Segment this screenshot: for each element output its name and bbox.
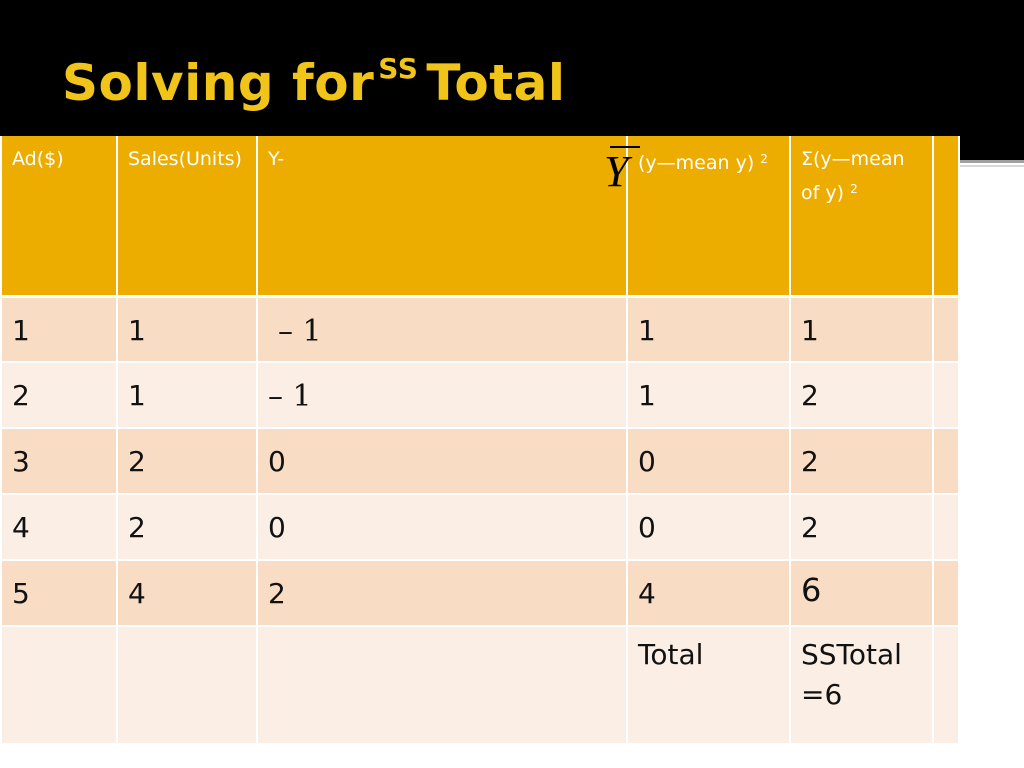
table-row: 1 1 – 1 1 1 [0, 296, 960, 363]
table-row: 5 4 2 4 6 [0, 560, 960, 627]
cell-sales: 1 [116, 296, 258, 363]
cell-empty [116, 626, 258, 745]
cell-ad: 1 [0, 296, 118, 363]
table-row: 4 2 0 0 2 [0, 494, 960, 561]
cell-empty [932, 362, 960, 429]
cell-ad: 3 [0, 428, 118, 495]
slide-title-superscript: SS [378, 52, 419, 85]
header-row: Ad($) Sales(Units) Y- Y (y—mean y) 2 Σ(y—… [0, 136, 960, 298]
cell-deviation-squared: 4 [626, 560, 791, 627]
slide-title: Solving for SS Total [62, 52, 565, 112]
title-divider-light [958, 165, 1024, 167]
title-divider [958, 160, 1024, 163]
ss-total-table: Ad($) Sales(Units) Y- Y (y—mean y) 2 Σ(y—… [0, 136, 960, 745]
cell-cumulative-sum: 2 [789, 362, 934, 429]
cell-deviation-squared: 1 [626, 296, 791, 363]
cell-cumulative-sum: 6 [789, 560, 934, 627]
cell-sales: 1 [116, 362, 258, 429]
cell-empty [932, 494, 960, 561]
cell-sales: 4 [116, 560, 258, 627]
cell-cumulative-sum: 2 [789, 428, 934, 495]
cell-empty [256, 626, 628, 745]
header-deviation-squared: (y—mean y) 2 [626, 136, 791, 298]
header-sales: Sales(Units) [116, 136, 258, 298]
cell-cumulative-sum: 1 [789, 296, 934, 363]
y-bar-symbol: Y [604, 146, 641, 196]
slide-title-suffix: Total [426, 54, 566, 112]
cell-y-minus-ybar: 2 [256, 560, 628, 627]
total-label: Total [626, 626, 791, 745]
title-band [0, 0, 1024, 160]
header-empty [932, 136, 960, 298]
table-row: 2 1 – 1 1 2 [0, 362, 960, 429]
ss-total-value: SSTotal =6 [789, 626, 934, 745]
cell-sales: 2 [116, 428, 258, 495]
cell-y-minus-ybar: 0 [256, 428, 628, 495]
cell-ad: 4 [0, 494, 118, 561]
header-sum-exponent: 2 [850, 182, 858, 196]
header-y-minus-ybar: Y- Y [256, 136, 641, 298]
cell-deviation-squared: 0 [626, 494, 791, 561]
slide-title-prefix: Solving for [62, 54, 375, 112]
cell-deviation-squared: 1 [626, 362, 791, 429]
cell-empty [932, 296, 960, 363]
cell-y-minus-ybar: – 1 [256, 362, 628, 429]
cell-cumulative-sum: 2 [789, 494, 934, 561]
cell-ad: 5 [0, 560, 118, 627]
header-sum-deviation-squared: Σ(y—mean of y) 2 [789, 136, 934, 298]
cell-y-minus-ybar: – 1 [256, 296, 628, 363]
total-row: Total SSTotal =6 [0, 626, 960, 745]
cell-deviation-squared: 0 [626, 428, 791, 495]
header-deviation-exponent: 2 [760, 152, 768, 166]
cell-ad: 2 [0, 362, 118, 429]
cell-y-minus-ybar: 0 [256, 494, 628, 561]
cell-empty [932, 626, 960, 745]
header-ad: Ad($) [0, 136, 118, 298]
table-row: 3 2 0 0 2 [0, 428, 960, 495]
cell-empty [932, 428, 960, 495]
cell-empty [0, 626, 118, 745]
cell-sales: 2 [116, 494, 258, 561]
cell-empty [932, 560, 960, 627]
